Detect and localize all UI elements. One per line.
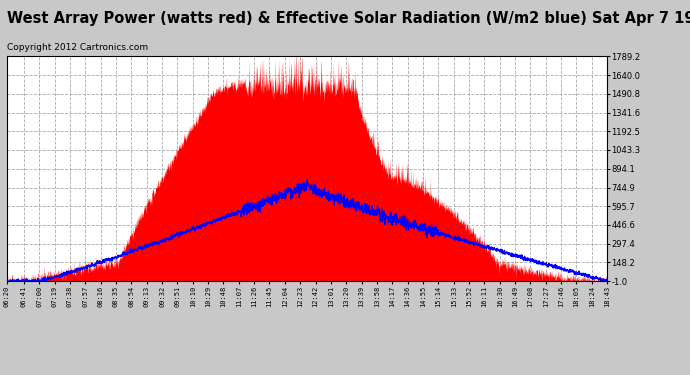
Text: Copyright 2012 Cartronics.com: Copyright 2012 Cartronics.com [7, 43, 148, 52]
Text: West Array Power (watts red) & Effective Solar Radiation (W/m2 blue) Sat Apr 7 1: West Array Power (watts red) & Effective… [7, 11, 690, 26]
